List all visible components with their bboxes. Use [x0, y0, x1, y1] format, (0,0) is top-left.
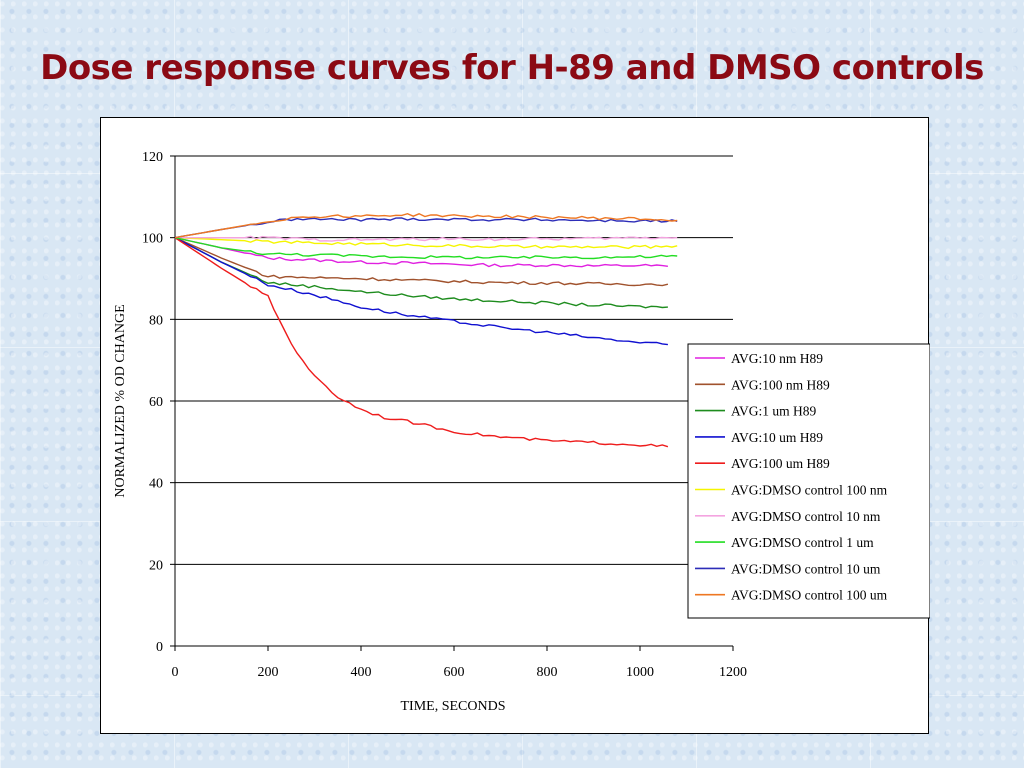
x-tick-label: 800 — [537, 665, 558, 680]
legend: AVG:10 nm H89 AVG:100 nm H89 AVG:1 um H89 A… — [687, 343, 930, 619]
series-line — [174, 212, 678, 239]
legend-item-label: AVG:1 um H89 — [731, 404, 817, 419]
series-line — [174, 237, 678, 260]
y-tick-label: 60 — [149, 395, 163, 410]
y-tick-label: 0 — [156, 640, 163, 655]
legend-item-label: AVG:100 um H89 — [731, 456, 830, 471]
series-line — [174, 237, 668, 346]
x-tick-label: 400 — [351, 665, 372, 680]
x-tick-label: 0 — [172, 665, 179, 680]
chart-area: 0 20 40 60 80 100 120 0 200 400 600 800 1000 1200 NOR… — [100, 117, 930, 734]
y-tick-label: 120 — [142, 150, 163, 165]
legend-item-label: AVG:DMSO control 1 um — [731, 535, 874, 550]
series-line — [174, 237, 669, 448]
legend-box — [687, 343, 930, 619]
legend-item-label: AVG:DMSO control 10 um — [731, 561, 881, 576]
y-tick-label: 100 — [142, 232, 163, 247]
legend-item-label: AVG:100 nm H89 — [731, 377, 830, 392]
legend-item-label: AVG:DMSO control 10 nm — [731, 509, 881, 524]
series-line — [174, 237, 668, 309]
y-tick-label: 80 — [149, 313, 163, 328]
series-line — [174, 237, 678, 250]
gridlines — [175, 155, 733, 565]
x-tick-label: 200 — [258, 665, 279, 680]
series-lines — [174, 212, 678, 448]
legend-item-label: AVG:10 nm H89 — [731, 351, 823, 366]
x-tick-label: 600 — [444, 665, 465, 680]
legend-item-label: AVG:10 um H89 — [731, 430, 823, 445]
y-tick-label: 20 — [149, 558, 163, 573]
legend-item-label: AVG:DMSO control 100 um — [731, 588, 888, 603]
series-line — [175, 235, 678, 242]
slide-title: Dose response curves for H-89 and DMSO c… — [40, 48, 984, 88]
series-line — [174, 237, 669, 287]
legend-item-label: AVG:DMSO control 100 nm — [731, 483, 888, 498]
x-tick-label: 1200 — [719, 665, 747, 680]
x-axis-title: TIME, SECONDS — [400, 699, 505, 714]
series-line — [174, 217, 678, 239]
x-tick-label: 1000 — [626, 665, 654, 680]
y-axis-title: NORMALIZED % OD CHANGE — [113, 304, 128, 497]
y-tick-label: 40 — [149, 477, 163, 492]
series-line — [174, 237, 668, 268]
